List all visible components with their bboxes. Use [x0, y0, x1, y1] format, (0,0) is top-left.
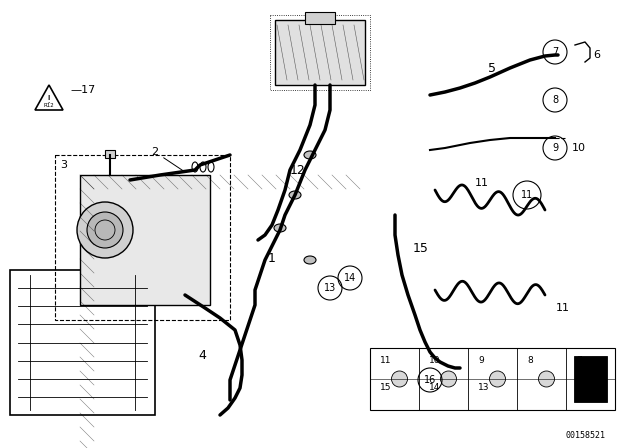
- Text: 00158521: 00158521: [565, 431, 605, 440]
- Circle shape: [490, 371, 506, 387]
- Text: 9: 9: [552, 143, 558, 153]
- Ellipse shape: [289, 191, 301, 199]
- Text: R12: R12: [44, 103, 54, 108]
- Text: 13: 13: [478, 383, 490, 392]
- Text: 4: 4: [198, 349, 206, 362]
- Text: 14: 14: [429, 383, 440, 392]
- Text: 11: 11: [556, 303, 570, 313]
- Bar: [55, 155, 230, 320]
- Bar: [305, 12, 335, 24]
- Bar: [10, 270, 155, 415]
- Text: 7: 7: [576, 356, 582, 365]
- Text: 15: 15: [380, 383, 392, 392]
- Circle shape: [440, 371, 456, 387]
- Bar: [270, 15, 370, 90]
- Text: 12: 12: [290, 164, 306, 177]
- Text: !: !: [47, 95, 51, 105]
- Text: 16: 16: [424, 375, 436, 385]
- Text: 8: 8: [527, 356, 532, 365]
- Circle shape: [392, 371, 408, 387]
- Text: 3: 3: [60, 160, 67, 170]
- Text: 5: 5: [488, 61, 496, 74]
- Ellipse shape: [274, 224, 286, 232]
- Text: 11: 11: [475, 178, 489, 188]
- Ellipse shape: [304, 151, 316, 159]
- Text: 9: 9: [478, 356, 484, 365]
- Bar: [105, 150, 115, 158]
- Text: 7: 7: [552, 47, 558, 57]
- Text: 2: 2: [152, 147, 182, 170]
- Bar: [80, 175, 210, 305]
- Text: 11: 11: [521, 190, 533, 200]
- Text: 6: 6: [593, 50, 600, 60]
- Text: 11: 11: [380, 356, 392, 365]
- Text: 8: 8: [552, 95, 558, 105]
- Circle shape: [588, 371, 604, 387]
- Text: 15: 15: [413, 241, 429, 254]
- Bar: [574, 356, 607, 402]
- Text: 1: 1: [268, 251, 276, 264]
- Bar: [370, 348, 615, 410]
- Ellipse shape: [304, 256, 316, 264]
- Circle shape: [77, 202, 133, 258]
- Circle shape: [87, 212, 123, 248]
- Text: —17: —17: [70, 85, 95, 95]
- Text: 14: 14: [344, 273, 356, 283]
- Text: 13: 13: [324, 283, 336, 293]
- Bar: [275, 20, 365, 85]
- Circle shape: [538, 371, 554, 387]
- Text: 10: 10: [429, 356, 440, 365]
- Text: 10: 10: [572, 143, 586, 153]
